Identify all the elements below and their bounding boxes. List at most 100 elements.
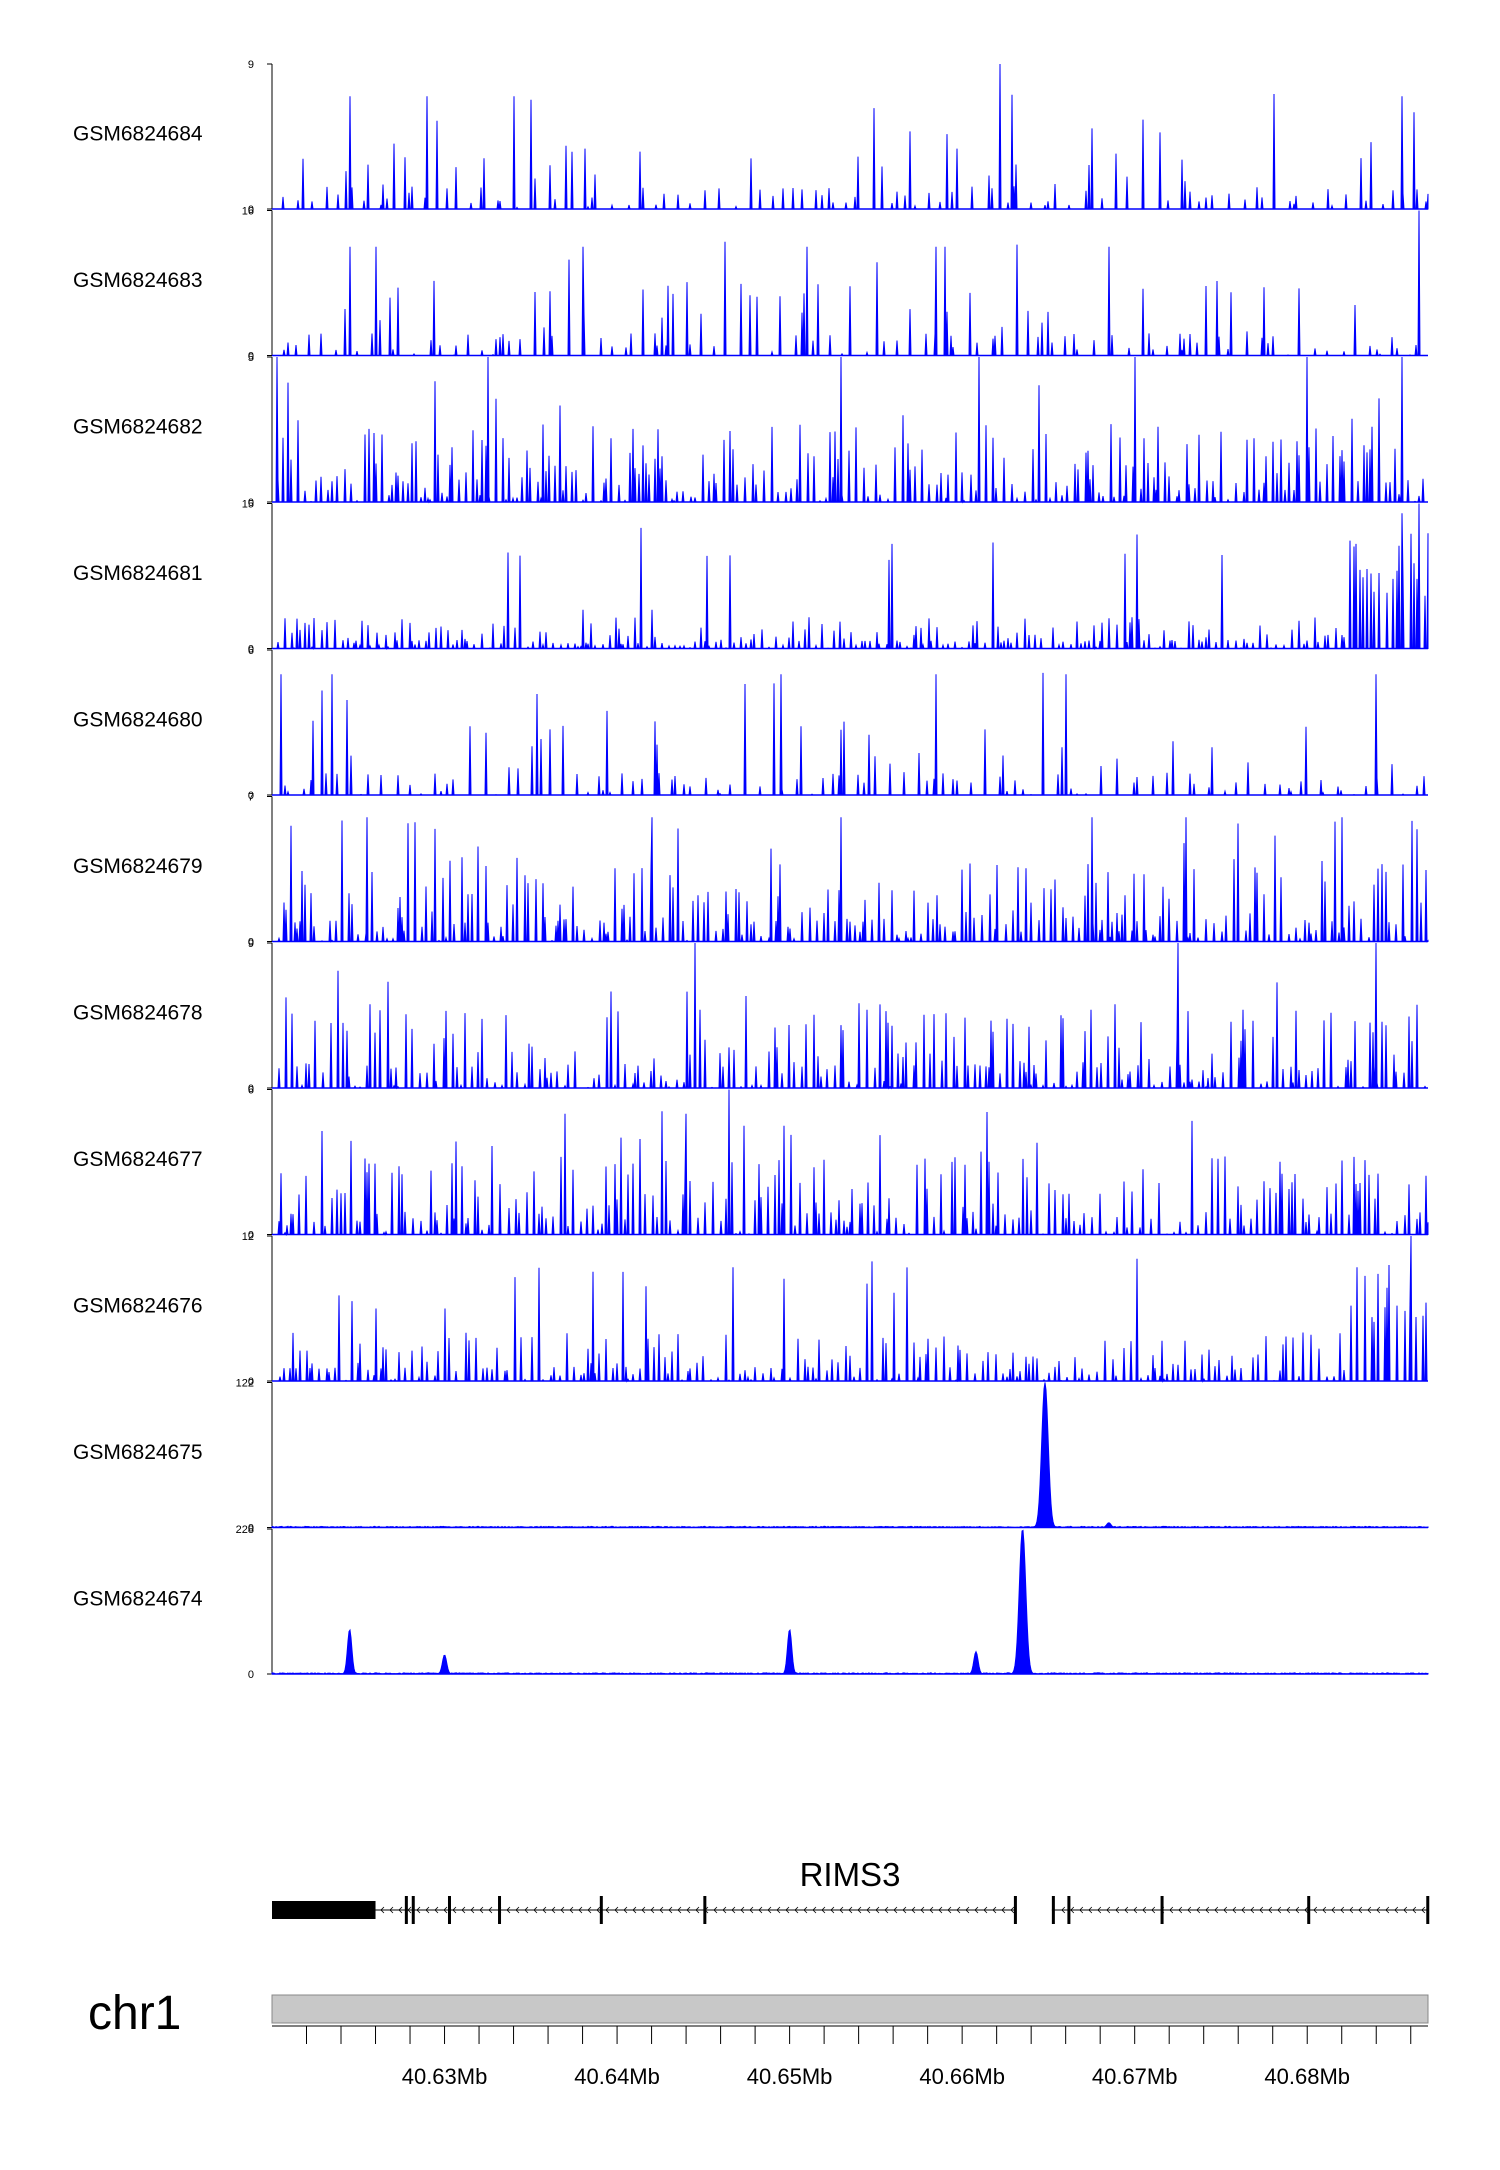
strand-arrow [1124,1906,1129,1914]
strand-arrow [407,1906,412,1914]
strand-arrow [533,1906,538,1914]
strand-arrow [542,1906,547,1914]
y-axis-min-label: 0 [248,1230,254,1242]
strand-arrow [848,1906,853,1914]
strand-arrow [560,1906,565,1914]
strand-arrow [1061,1906,1066,1914]
strand-arrow [956,1906,961,1914]
exon [1051,1896,1055,1924]
track-label: GSM6824684 [73,123,203,146]
track-GSM6824682: GSM6824682 5 0 [73,352,1428,509]
strand-arrow [1214,1906,1219,1914]
track-label: GSM6824679 [73,855,203,878]
strand-arrow [1331,1906,1336,1914]
exon [272,1901,376,1919]
strand-arrow [839,1906,844,1914]
exon [1067,1896,1071,1924]
strand-arrow [1097,1906,1102,1914]
track-GSM6824676: GSM6824676 120 [73,1231,1428,1388]
strand-arrow [749,1906,754,1914]
strand-arrow [866,1906,871,1914]
strand-arrow [1142,1906,1147,1914]
strand-arrow [1268,1906,1273,1914]
strand-arrow [380,1906,385,1914]
strand-arrow [1079,1906,1084,1914]
strand-arrow [1169,1906,1174,1914]
strand-arrow [938,1906,943,1914]
track-label: GSM6824674 [73,1588,203,1611]
strand-arrow [947,1906,952,1914]
y-axis-min-label: 0 [248,497,254,509]
strand-arrow [740,1906,745,1914]
strand-arrow [731,1906,736,1914]
y-axis-min-label: 0 [248,204,254,216]
strand-arrow [416,1906,421,1914]
signal-area [272,210,1428,357]
y-axis-max-label: 7 [248,792,254,804]
track-label: GSM6824681 [73,562,203,585]
strand-arrow [515,1906,520,1914]
strand-arrow [1250,1906,1255,1914]
strand-arrow [857,1906,862,1914]
genome-axis: 40.63Mb 40.64Mb 40.65Mb 40.66Mb 40.67Mb 40.68… [272,2025,1428,2089]
strand-arrow [650,1906,655,1914]
strand-arrow [821,1906,826,1914]
y-axis-max-label: 5 [248,352,254,364]
y-axis-min-label: 0 [248,644,254,656]
strand-arrow [461,1906,466,1914]
strand-arrow [641,1906,646,1914]
strand-arrow [1001,1906,1006,1914]
signal-tracks: GSM682468490GSM6824683160GSM682468250GSM… [73,59,1429,1681]
strand-arrow [578,1906,583,1914]
track-label: GSM6824682 [73,416,203,439]
strand-arrow [1241,1906,1246,1914]
strand-arrow [587,1906,592,1914]
strand-arrow [722,1906,727,1914]
chromosome-ideogram-track: chr1 [88,1987,1429,2040]
strand-arrow [1223,1906,1228,1914]
x-tick-label: 40.68Mb [1264,2064,1350,2089]
strand-arrow [434,1906,439,1914]
x-tick-label: 40.63Mb [402,2064,488,2089]
y-axis-max-label: 15 [242,499,254,511]
exon [447,1896,451,1924]
y-axis-max-label: 228 [236,1524,254,1536]
strand-arrow [1358,1906,1363,1914]
y-axis-min-label: 0 [248,937,254,949]
y-axis-max-label: 12 [242,1231,254,1243]
strand-arrow [1367,1906,1372,1914]
strand-arrow [1133,1906,1138,1914]
y-axis-max-label: 9 [248,59,254,71]
y-axis-max-label: 6 [248,645,254,657]
strand-arrow [785,1906,790,1914]
x-tick-label: 40.65Mb [747,2064,833,2089]
track-label: GSM6824678 [73,1002,203,1025]
strand-arrow [1394,1906,1399,1914]
signal-area [272,817,1429,943]
strand-arrow [1286,1906,1291,1914]
gene-model-track: RIMS3 [272,1856,1430,1924]
strand-arrow [884,1906,889,1914]
strand-arrow [1412,1906,1417,1914]
strand-arrow [488,1906,493,1914]
strand-arrow [974,1906,979,1914]
strand-arrow [695,1906,700,1914]
strand-arrow [1376,1906,1381,1914]
signal-area [272,503,1429,651]
strand-arrow [803,1906,808,1914]
track-label: GSM6824676 [73,1295,203,1318]
strand-arrow [1349,1906,1354,1914]
y-axis-max-label: 6 [248,1085,254,1097]
exon [1307,1896,1311,1924]
exon [703,1896,707,1924]
y-axis-min-label: 0 [248,1083,254,1095]
strand-arrow [920,1906,925,1914]
strand-arrow [1313,1906,1318,1914]
strand-arrow [605,1906,610,1914]
